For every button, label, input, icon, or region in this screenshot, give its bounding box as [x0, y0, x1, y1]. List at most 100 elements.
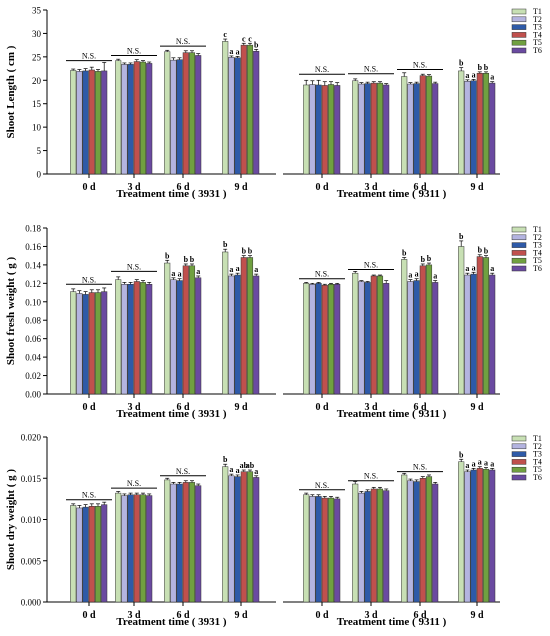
bar: [164, 262, 171, 395]
ns-label: N.S.: [82, 491, 96, 500]
bar: [240, 471, 247, 603]
bar: [121, 284, 128, 395]
bar: [88, 292, 95, 395]
bar: [170, 59, 177, 175]
significance-letter: a: [236, 466, 240, 475]
legend-label: T3: [533, 241, 542, 250]
ns-label: N.S.: [176, 467, 190, 476]
bar: [139, 61, 147, 175]
bar: [246, 44, 254, 175]
bar: [476, 73, 483, 175]
bar: [133, 494, 140, 603]
x-tick-label: 6 d: [176, 402, 190, 413]
legend-label: T5: [533, 38, 542, 47]
significance-letter: b: [242, 247, 247, 256]
legend-label: T2: [533, 233, 542, 242]
legend-swatch: [511, 443, 527, 450]
y-tick-label: 30: [32, 29, 42, 39]
bar: [432, 83, 439, 175]
bar: [253, 477, 260, 603]
legend-swatch: [511, 16, 527, 23]
bar: [195, 277, 202, 395]
bar: [470, 80, 477, 175]
chart-panel-2: 0.00 0.02 0.04 0.06 0.08 0.10 0.12 0.14 0.16 0.18…: [5, 224, 542, 421]
significance-letter: a: [254, 467, 258, 476]
legend-swatch: [511, 474, 527, 481]
bar: [82, 294, 89, 395]
significance-letter: a: [229, 265, 233, 274]
bar: [376, 275, 384, 395]
bar: [94, 506, 102, 603]
significance-letter: b: [190, 255, 195, 264]
bar: [228, 475, 235, 603]
y-tick-label: 25: [32, 52, 42, 62]
legend-label: T3: [533, 450, 542, 459]
bar: [121, 495, 128, 603]
x-tick-label: 6 d: [176, 610, 190, 621]
bar: [127, 494, 134, 603]
x-tick-label: 9 d: [234, 402, 248, 413]
x-axis-label: Treatment time ( 3931 ): [116, 188, 227, 200]
ns-label: N.S.: [364, 65, 378, 74]
bar: [334, 498, 341, 603]
y-axis-label: Shoot Length ( cm ): [5, 45, 17, 138]
bar: [370, 275, 377, 395]
bar: [364, 491, 371, 603]
bar: [303, 283, 310, 395]
y-tick-label: 5: [37, 146, 42, 156]
ns-label: N.S.: [127, 262, 141, 271]
y-tick-label: 0.02: [25, 371, 41, 381]
bar: [407, 83, 414, 175]
legend-swatch: [511, 24, 527, 30]
significance-letter: b: [459, 59, 464, 68]
significance-letter: a: [465, 264, 469, 273]
y-tick-label: 35: [32, 6, 42, 16]
bar: [327, 284, 335, 395]
bar: [358, 492, 365, 603]
ns-label: N.S.: [176, 37, 190, 46]
bar: [419, 75, 426, 175]
bar: [146, 284, 153, 395]
bar: [419, 478, 426, 603]
y-tick-label: 0.06: [25, 334, 41, 344]
bar: [413, 481, 420, 603]
bar: [115, 60, 122, 175]
y-tick-label: 0.010: [21, 515, 42, 525]
bar: [489, 469, 496, 603]
y-tick-label: 0.020: [21, 433, 42, 443]
bar: [476, 256, 483, 395]
bar: [188, 482, 196, 603]
bar: [370, 82, 377, 175]
legend-label: T4: [533, 248, 542, 257]
bar: [383, 283, 390, 395]
legend-label: T4: [533, 457, 542, 466]
y-tick-label: 0.005: [21, 556, 42, 566]
bar: [327, 497, 335, 603]
significance-letter: a: [490, 264, 494, 273]
bar: [321, 85, 328, 175]
y-tick-label: 0.14: [25, 260, 41, 270]
bar: [121, 64, 128, 175]
bar: [482, 468, 490, 603]
y-tick-label: 0.16: [25, 242, 41, 252]
significance-letter: a: [490, 73, 494, 82]
bar: [76, 293, 83, 395]
bar: [401, 76, 408, 175]
significance-letter: c: [248, 34, 252, 43]
bar: [432, 282, 439, 395]
bar: [364, 83, 371, 175]
y-tick-label: 0.000: [21, 598, 42, 608]
bar: [133, 281, 140, 395]
significance-letter: a: [472, 70, 476, 79]
bar: [164, 51, 171, 175]
x-tick-label: 9 d: [470, 402, 484, 413]
x-axis-label: Treatment time ( 3931 ): [116, 616, 227, 628]
x-tick-label: 9 d: [234, 182, 248, 193]
bar: [383, 84, 390, 175]
legend-swatch: [511, 435, 527, 442]
bar: [182, 265, 189, 395]
bar: [139, 282, 147, 395]
ns-label: N.S.: [315, 481, 329, 490]
x-tick-label: 9 d: [234, 610, 248, 621]
ns-label: N.S.: [413, 61, 427, 70]
